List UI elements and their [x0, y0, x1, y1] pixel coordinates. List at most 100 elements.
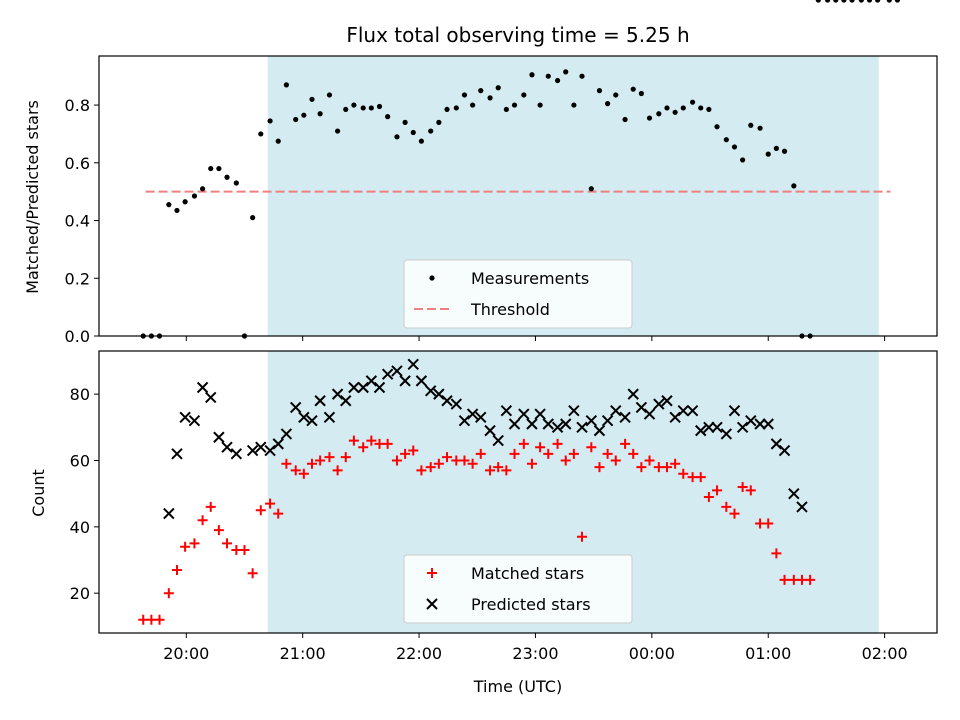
legend-marker-plus [427, 568, 437, 578]
matched-star-marker [518, 438, 529, 449]
predicted-star-marker [711, 421, 723, 434]
predicted-star-marker [188, 414, 201, 427]
matched-star-marker [661, 462, 672, 473]
matched-star-marker [306, 458, 317, 469]
measurement-point [849, 0, 855, 3]
measurement-point [545, 73, 551, 79]
measurement-point [656, 111, 662, 117]
measurement-point [596, 88, 603, 94]
measurement-point [394, 134, 400, 140]
bottom-panel: 20 40 60 80 20:00 21:00 22:00 23:00 00:00 01:00 02… [70, 350, 938, 663]
matched-star-marker [255, 505, 266, 516]
measurement-point [638, 90, 644, 97]
predicted-star-marker [255, 441, 267, 453]
measurement-point [334, 128, 341, 134]
matched-star-marker [745, 485, 756, 496]
matched-star-marker [298, 468, 309, 479]
matched-star-marker [620, 438, 631, 449]
measurement-point [258, 131, 264, 137]
predicted-star-marker [526, 418, 538, 430]
predicted-star-marker [179, 411, 191, 424]
measurement-point [748, 122, 754, 128]
predicted-star-marker [619, 411, 631, 424]
predicted-star-marker [643, 408, 656, 420]
axes-frame [98, 55, 938, 337]
y-tick-label: 20 [70, 584, 90, 603]
measurement-point [360, 105, 366, 111]
measurement-point [841, 0, 847, 3]
measurement-point [521, 92, 527, 98]
x-tick-label: 01:00 [745, 644, 791, 663]
measurement-point [385, 114, 391, 120]
matched-star-marker [543, 448, 554, 459]
matched-star-marker [535, 442, 546, 453]
predicted-star-marker [340, 395, 352, 407]
measurement-point [757, 125, 763, 131]
legend-label: Predicted stars [471, 595, 591, 614]
measurement-point [293, 116, 299, 123]
predicted-star-marker [298, 411, 310, 424]
measurement-point [250, 215, 256, 221]
measurement-point [765, 151, 771, 157]
predicted-star-marker [728, 405, 741, 417]
measurement-point [714, 124, 720, 130]
matched-star-marker [222, 538, 233, 549]
matched-star-marker [771, 548, 782, 559]
measurement-point [267, 118, 273, 124]
matched-star-marker [703, 491, 714, 502]
measurement-point [537, 102, 543, 108]
y-tick-label: 0.0 [65, 327, 90, 346]
predicted-star-marker [391, 365, 403, 377]
measurement-point [487, 95, 493, 101]
matched-star-marker [340, 452, 351, 463]
predicted-star-marker [593, 424, 606, 437]
predicted-star-marker [425, 385, 437, 397]
predicted-star-marker [560, 418, 572, 430]
matched-star-marker [315, 455, 326, 466]
predicted-star-marker [415, 375, 428, 387]
measurement-point [698, 105, 704, 111]
predicted-star-marker [433, 388, 445, 400]
predicted-star-marker [661, 395, 673, 407]
predicted-star-marker [230, 448, 243, 460]
measurement-point [191, 193, 198, 199]
predicted-star-marker [703, 421, 715, 434]
matched-star-marker [408, 445, 419, 456]
matched-star-marker [433, 458, 444, 469]
measurement-point [495, 85, 501, 91]
measurement-point [224, 174, 230, 180]
measurement-point [511, 102, 518, 108]
y-tick-label: 0.6 [65, 154, 90, 173]
measurement-point [233, 180, 239, 186]
measurement-point [613, 92, 619, 98]
measurement-point [309, 96, 315, 102]
predicted-star-marker [399, 375, 411, 387]
measurement-point [824, 0, 831, 3]
measurement-point [275, 138, 281, 144]
measurement-point [875, 0, 881, 3]
predicted-star-marker [518, 408, 530, 420]
axes-frame [98, 350, 938, 634]
matched-star-marker [763, 518, 774, 529]
measurement-point [436, 119, 442, 125]
measurement-point [503, 106, 509, 113]
matched-star-marker [358, 442, 369, 453]
predicted-star-marker [323, 411, 336, 424]
x-tick-label: 00:00 [629, 644, 675, 663]
measurement-point [301, 112, 307, 118]
y-tick-label: 0.8 [65, 96, 90, 115]
measurement-point [791, 183, 797, 189]
measurement-point [402, 119, 408, 125]
measurement-point [646, 115, 653, 121]
predicted-star-marker [576, 421, 588, 434]
predicted-star-marker [653, 398, 665, 410]
predicted-star-marker [264, 444, 276, 457]
matched-star-marker [247, 568, 258, 579]
predicted-star-marker [601, 414, 614, 427]
matched-star-marker [721, 501, 732, 512]
measurement-point [343, 106, 349, 113]
y-tick-label: 80 [70, 385, 90, 404]
matched-star-marker [180, 541, 191, 552]
predicted-star-marker [484, 424, 496, 437]
predicted-star-marker [500, 405, 513, 417]
